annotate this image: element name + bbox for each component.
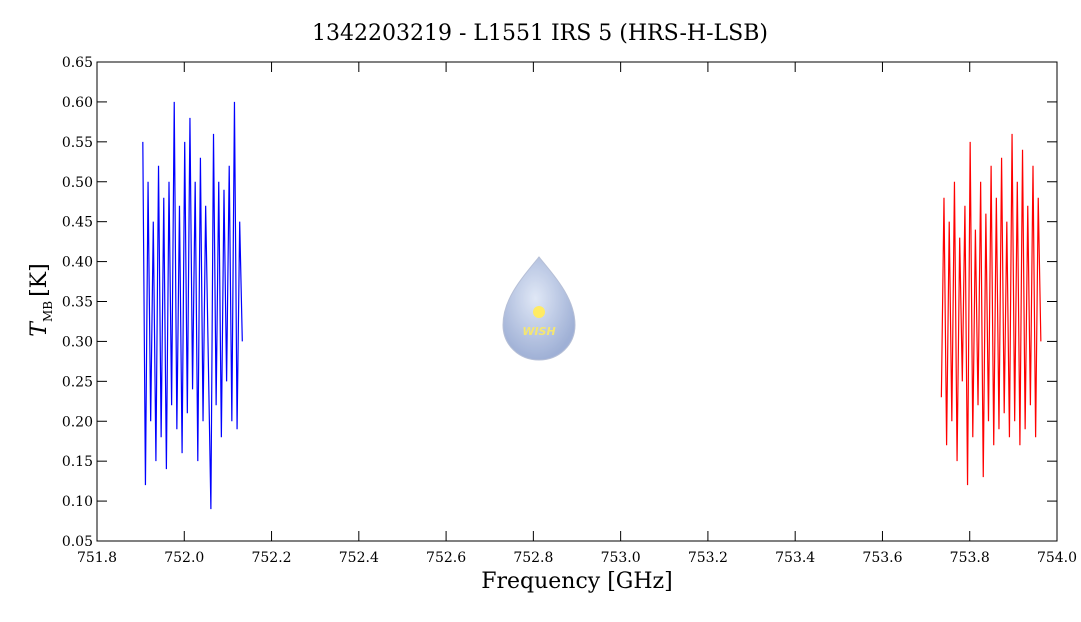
- x-tick-label: 751.8: [77, 550, 117, 566]
- x-tick-label: 753.8: [950, 550, 990, 566]
- y-label-text: TMB [K]: [27, 263, 55, 336]
- x-tick-label: 752.4: [339, 550, 379, 566]
- logo-text: WISH: [522, 325, 555, 338]
- x-tick-label: 753.0: [601, 550, 641, 566]
- x-axis-label: Frequency [GHz]: [481, 569, 673, 594]
- x-tick-label: 753.4: [775, 550, 815, 566]
- y-tick-label: 0.65: [62, 55, 93, 71]
- y-tick-label: 0.60: [62, 95, 93, 111]
- spectrum-line: [940, 133, 1042, 486]
- chart-title: 1342203219 - L1551 IRS 5 (HRS-H-LSB): [312, 21, 768, 46]
- logo-star: [533, 306, 545, 318]
- x-tick-label: 753.6: [862, 550, 902, 566]
- y-tick-label: 0.25: [62, 374, 93, 390]
- x-tick-label: 754.0: [1037, 550, 1077, 566]
- y-tick-label: 0.55: [62, 135, 93, 151]
- x-tick-label: 753.2: [688, 550, 728, 566]
- x-tick-label: 752.0: [164, 550, 204, 566]
- y-axis-label: TMB [K]: [27, 263, 55, 336]
- y-tick-label: 0.50: [62, 175, 93, 191]
- y-tick-label: 0.45: [62, 215, 93, 231]
- y-tick-label: 0.10: [62, 494, 93, 510]
- y-tick-label: 0.05: [62, 534, 93, 550]
- y-tick-label: 0.35: [62, 295, 93, 311]
- y-tick-label: 0.20: [62, 414, 93, 430]
- x-tick-label: 752.6: [426, 550, 466, 566]
- y-label-symbol: T: [27, 320, 52, 337]
- spectrum-line: [142, 101, 243, 510]
- y-tick-label: 0.40: [62, 255, 93, 271]
- y-label-subscript: MB: [41, 301, 55, 322]
- x-tick-label: 752.2: [251, 550, 291, 566]
- logo: WISH: [502, 256, 576, 361]
- x-tick-label: 752.8: [513, 550, 553, 566]
- y-tick-label: 0.30: [62, 334, 93, 350]
- y-label-unit: [K]: [27, 263, 52, 297]
- y-tick-label: 0.15: [62, 454, 93, 470]
